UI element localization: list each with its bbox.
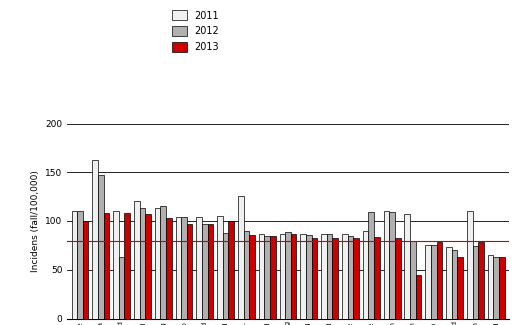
Bar (166, 218, 172, 318)
Bar (425, 245, 431, 318)
Bar (312, 238, 317, 318)
Bar (145, 214, 151, 318)
Y-axis label: Incidens (fall/100,000): Incidens (fall/100,000) (31, 170, 40, 272)
Bar (446, 247, 452, 318)
Bar (452, 250, 457, 318)
Bar (333, 238, 338, 318)
Bar (208, 224, 213, 318)
Bar (436, 242, 442, 318)
Bar (98, 175, 104, 318)
Bar (457, 257, 463, 318)
Bar (223, 233, 228, 318)
Bar (270, 236, 276, 318)
Bar (72, 211, 77, 318)
Bar (353, 238, 359, 318)
Bar (395, 238, 401, 318)
Bar (472, 246, 478, 318)
Bar (321, 234, 327, 318)
Bar (160, 206, 166, 318)
Bar (404, 214, 410, 318)
Bar (285, 232, 291, 318)
Bar (113, 211, 119, 318)
Bar (478, 242, 484, 318)
Bar (301, 234, 306, 318)
Bar (249, 235, 255, 318)
Bar (155, 208, 160, 318)
Bar (306, 235, 312, 318)
Bar (363, 231, 368, 318)
Bar (217, 216, 223, 318)
Bar (134, 201, 140, 318)
Bar (125, 213, 130, 318)
Bar (77, 211, 83, 318)
Bar (291, 234, 296, 318)
Bar (416, 275, 421, 318)
Bar (467, 211, 472, 318)
Bar (389, 212, 395, 318)
Bar (92, 160, 98, 318)
Bar (228, 221, 234, 318)
Bar (187, 224, 193, 318)
Bar (104, 213, 109, 318)
Bar (342, 234, 348, 318)
Bar (410, 240, 416, 318)
Bar (431, 245, 436, 318)
Bar (348, 236, 353, 318)
Bar (494, 257, 499, 318)
Bar (202, 224, 208, 318)
Bar (368, 212, 374, 318)
Bar (374, 237, 380, 318)
Bar (280, 234, 285, 318)
Bar (181, 217, 187, 318)
Bar (488, 255, 494, 318)
Bar (119, 257, 125, 318)
Bar (499, 257, 504, 318)
Bar (327, 234, 333, 318)
Bar (83, 221, 88, 318)
Bar (243, 231, 249, 318)
Legend: 2011, 2012, 2013: 2011, 2012, 2013 (169, 7, 222, 55)
Bar (238, 196, 243, 318)
Bar (384, 211, 389, 318)
Bar (196, 217, 202, 318)
Bar (140, 208, 145, 318)
Bar (264, 236, 270, 318)
Bar (175, 217, 181, 318)
Bar (259, 234, 264, 318)
